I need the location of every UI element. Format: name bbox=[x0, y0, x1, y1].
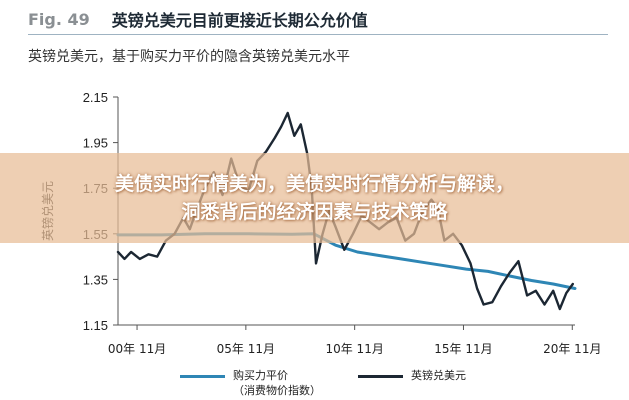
legend-label-ppp: 购买力平价 （消费物价指数） bbox=[233, 369, 321, 397]
legend-label-gbpusd: 英镑兑美元 bbox=[411, 369, 466, 382]
banner-line-2: 洞悉背后的经济因素与技术策略 bbox=[181, 201, 448, 223]
legend-swatch-ppp bbox=[180, 375, 225, 378]
y-tick-label: 1.95 bbox=[83, 136, 108, 151]
x-tick-label: 05年 11月 bbox=[217, 342, 275, 356]
x-axis: 00年 11月 05年 11月 10年 11月 15年 11月 20年 11月 bbox=[108, 325, 601, 356]
overlay-banner: 美债实时行情美为，美债实时行情分析与解读， 洞悉背后的经济因素与技术策略 bbox=[0, 153, 629, 243]
chart-legend: 购买力平价 （消费物价指数） 英镑兑美元 bbox=[180, 368, 500, 398]
figure-number: Fig. 49 bbox=[28, 9, 90, 29]
chart-title: 英镑兑美元，基于购买力平价的隐含英镑兑美元水平 bbox=[28, 49, 350, 65]
x-tick-label: 20年 11月 bbox=[543, 342, 601, 356]
y-tick-label: 1.35 bbox=[83, 272, 108, 287]
header-divider bbox=[28, 34, 608, 35]
legend-item-gbpusd: 英镑兑美元 bbox=[358, 368, 466, 383]
x-tick-label: 00年 11月 bbox=[108, 342, 166, 356]
x-tick-label: 10年 11月 bbox=[325, 342, 383, 356]
legend-swatch-gbpusd bbox=[358, 375, 403, 378]
banner-line-1: 美债实时行情美为，美债实时行情分析与解读， bbox=[114, 173, 514, 195]
figure-title: 英镑兑美元目前更接近长期公允价值 bbox=[111, 11, 368, 30]
y-tick-label: 2.15 bbox=[83, 90, 108, 105]
legend-item-ppp: 购买力平价 （消费物价指数） bbox=[180, 368, 321, 398]
y-tick-label: 1.15 bbox=[83, 318, 108, 333]
x-tick-label: 15年 11月 bbox=[434, 342, 492, 356]
figure-header: Fig. 49 英镑兑美元目前更接近长期公允价值 bbox=[28, 4, 608, 34]
